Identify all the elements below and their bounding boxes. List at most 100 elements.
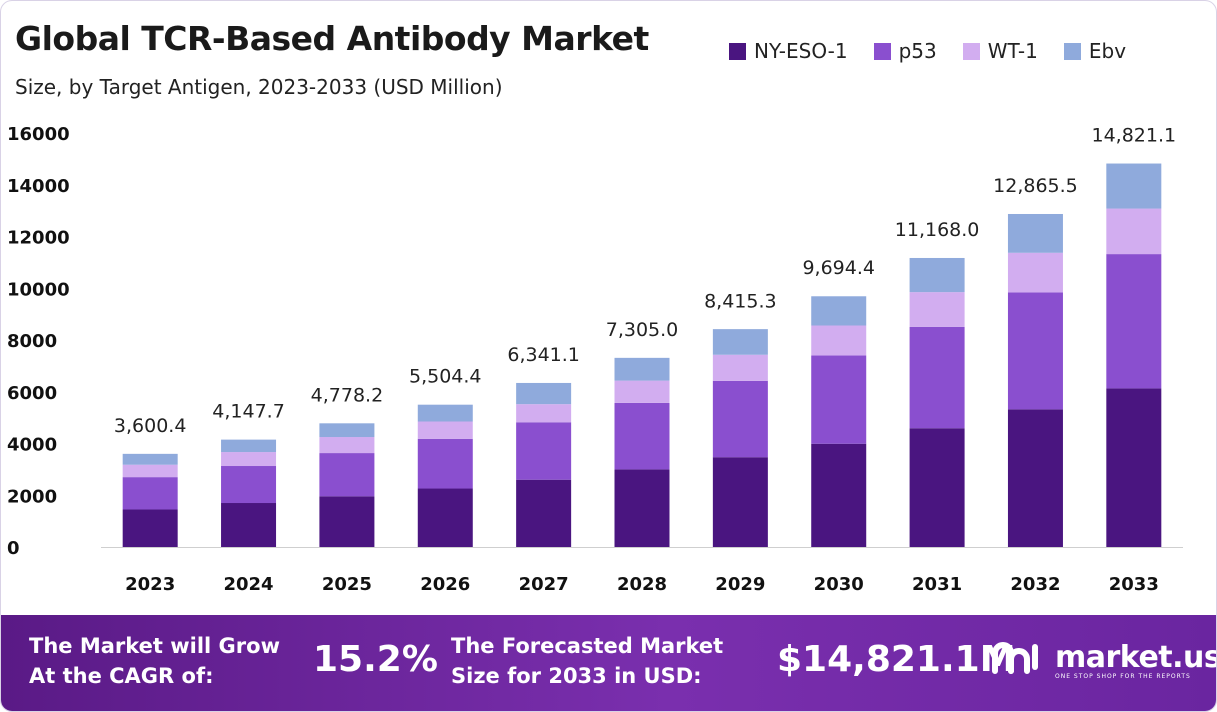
legend-item-p53: p53: [873, 39, 937, 63]
forecast-text-line2: Size for 2033 in USD:: [451, 664, 702, 688]
bar-segment-ny-eso-1-2024: [221, 503, 277, 547]
bar-segment-ny-eso-1-2030: [811, 443, 867, 547]
brand-logo: market.us ONE STOP SHOP FOR THE REPORTS: [991, 637, 1217, 680]
bar-segment-wt-1-2024: [221, 452, 277, 467]
y-tick-label: 14000: [7, 176, 70, 197]
forecast-text-line1: The Forecasted Market: [451, 634, 724, 658]
bar-segment-wt-1-2025: [319, 437, 375, 454]
bar-segment-ebv-2030: [811, 296, 867, 326]
bar-segment-wt-1-2031: [909, 292, 965, 327]
bar-total-label: 4,147.7: [212, 401, 285, 423]
bar-segment-ebv-2029: [712, 329, 768, 355]
bar-segment-p53-2033: [1106, 254, 1162, 389]
legend-item-ny-eso-1: NY-ESO-1: [729, 39, 848, 63]
y-tick-label: 2000: [7, 486, 57, 507]
bar-segment-ebv-2032: [1007, 213, 1063, 253]
bar-segment-ny-eso-1-2033: [1106, 388, 1162, 547]
bar-segment-ebv-2031: [909, 257, 965, 293]
x-tick-label: 2033: [1109, 574, 1159, 595]
bar-total-label: 12,865.5: [993, 175, 1078, 197]
bar-segment-p53-2023: [122, 477, 178, 510]
chart-subtitle: Size, by Target Antigen, 2023-2033 (USD …: [15, 75, 503, 99]
x-tick-label: 2026: [420, 574, 470, 595]
bar-segment-wt-1-2029: [712, 354, 768, 381]
bar-segment-p53-2030: [811, 355, 867, 444]
bar-total-label: 11,168.0: [895, 219, 980, 241]
bar-segment-p53-2027: [516, 422, 572, 480]
bar-segment-ny-eso-1-2032: [1007, 409, 1063, 547]
bar-segment-ebv-2033: [1106, 163, 1162, 209]
y-tick-label: 8000: [7, 331, 57, 352]
bar-segment-p53-2026: [417, 438, 473, 489]
x-tick-label: 2028: [617, 574, 667, 595]
cagr-value: 15.2%: [313, 639, 438, 680]
bar-segment-p53-2028: [614, 402, 670, 470]
market-us-logo-icon: [992, 642, 1038, 674]
bar-segment-wt-1-2030: [811, 325, 867, 356]
legend-label-p53: p53: [898, 39, 937, 63]
y-tick-label: 12000: [7, 228, 70, 249]
bar-segment-wt-1-2032: [1007, 252, 1063, 293]
legend-swatch-ny-eso-1: [729, 42, 746, 60]
x-tick-label: 2025: [322, 574, 372, 595]
y-tick-label: 0: [7, 538, 20, 559]
summary-banner: The Market will Grow At the CAGR of: 15.…: [1, 615, 1216, 711]
legend-item-ebv: Ebv: [1063, 39, 1127, 63]
bar-segment-ebv-2027: [516, 382, 572, 405]
bar-segment-ny-eso-1-2026: [417, 488, 473, 547]
forecast-value: $14,821.1M: [777, 639, 1016, 680]
bar-total-label: 4,778.2: [311, 384, 384, 406]
x-tick-label: 2024: [223, 574, 273, 595]
bar-segment-p53-2029: [712, 380, 768, 458]
bar-segment-p53-2024: [221, 466, 277, 504]
brand-tagline: ONE STOP SHOP FOR THE REPORTS: [1055, 673, 1191, 680]
legend-label-ny-eso-1: NY-ESO-1: [754, 39, 848, 63]
bar-segment-wt-1-2033: [1106, 208, 1162, 255]
bar-segment-wt-1-2028: [614, 380, 670, 403]
bar-segment-ny-eso-1-2025: [319, 496, 375, 547]
bar-segment-p53-2025: [319, 453, 375, 497]
x-tick-label: 2030: [814, 574, 864, 595]
chart-title: Global TCR-Based Antibody Market: [15, 19, 649, 58]
bar-segment-ny-eso-1-2027: [516, 479, 572, 547]
legend-swatch-p53: [873, 42, 891, 60]
bar-segment-ny-eso-1-2023: [122, 509, 178, 547]
forecast-text: The Forecasted Market Size for 2033 in U…: [451, 631, 723, 691]
bar-total-label: 9,694.4: [802, 257, 875, 279]
bar-segment-ebv-2028: [614, 357, 670, 381]
bar-segment-ny-eso-1-2031: [909, 428, 965, 547]
bar-segment-wt-1-2023: [122, 464, 178, 478]
x-tick-label: 2027: [519, 574, 569, 595]
y-tick-label: 6000: [7, 383, 57, 404]
bar-segment-wt-1-2027: [516, 404, 572, 423]
bar-total-label: 3,600.4: [114, 415, 187, 437]
bar-segment-ebv-2025: [319, 423, 375, 438]
bar-segment-p53-2032: [1007, 292, 1063, 410]
y-tick-label: 4000: [7, 435, 57, 456]
legend-swatch-ebv: [1063, 42, 1081, 60]
bar-segment-ny-eso-1-2028: [614, 469, 670, 547]
bar-total-label: 7,305.0: [606, 319, 679, 341]
brand-name: market.us: [1055, 639, 1217, 675]
bar-segment-ebv-2023: [122, 453, 178, 465]
y-tick-label: 10000: [7, 279, 70, 300]
bar-segment-ny-eso-1-2029: [712, 457, 768, 547]
bar-segment-p53-2031: [909, 326, 965, 429]
cagr-text-line1: The Market will Grow: [29, 634, 280, 658]
legend-item-wt-1: WT-1: [962, 39, 1038, 63]
cagr-text: The Market will Grow At the CAGR of:: [29, 631, 280, 691]
bar-segment-ebv-2024: [221, 439, 277, 453]
bar-total-label: 6,341.1: [507, 344, 580, 366]
legend-swatch-wt-1: [962, 42, 980, 60]
x-tick-label: 2032: [1010, 574, 1060, 595]
x-tick-label: 2031: [912, 574, 962, 595]
stacked-bar-chart: 0 2000 4000 6000 8000 10000 12000 14000 16000 3,6…: [7, 124, 1183, 595]
bar-total-label: 14,821.1: [1092, 125, 1177, 147]
y-tick-label: 16000: [7, 124, 70, 145]
x-tick-label: 2023: [125, 574, 175, 595]
legend-label-ebv: Ebv: [1088, 39, 1127, 63]
bar-segment-ebv-2026: [417, 404, 473, 422]
bar-segment-wt-1-2026: [417, 421, 473, 439]
legend: NY-ESO-1 p53 WT-1 Ebv: [729, 39, 1126, 63]
